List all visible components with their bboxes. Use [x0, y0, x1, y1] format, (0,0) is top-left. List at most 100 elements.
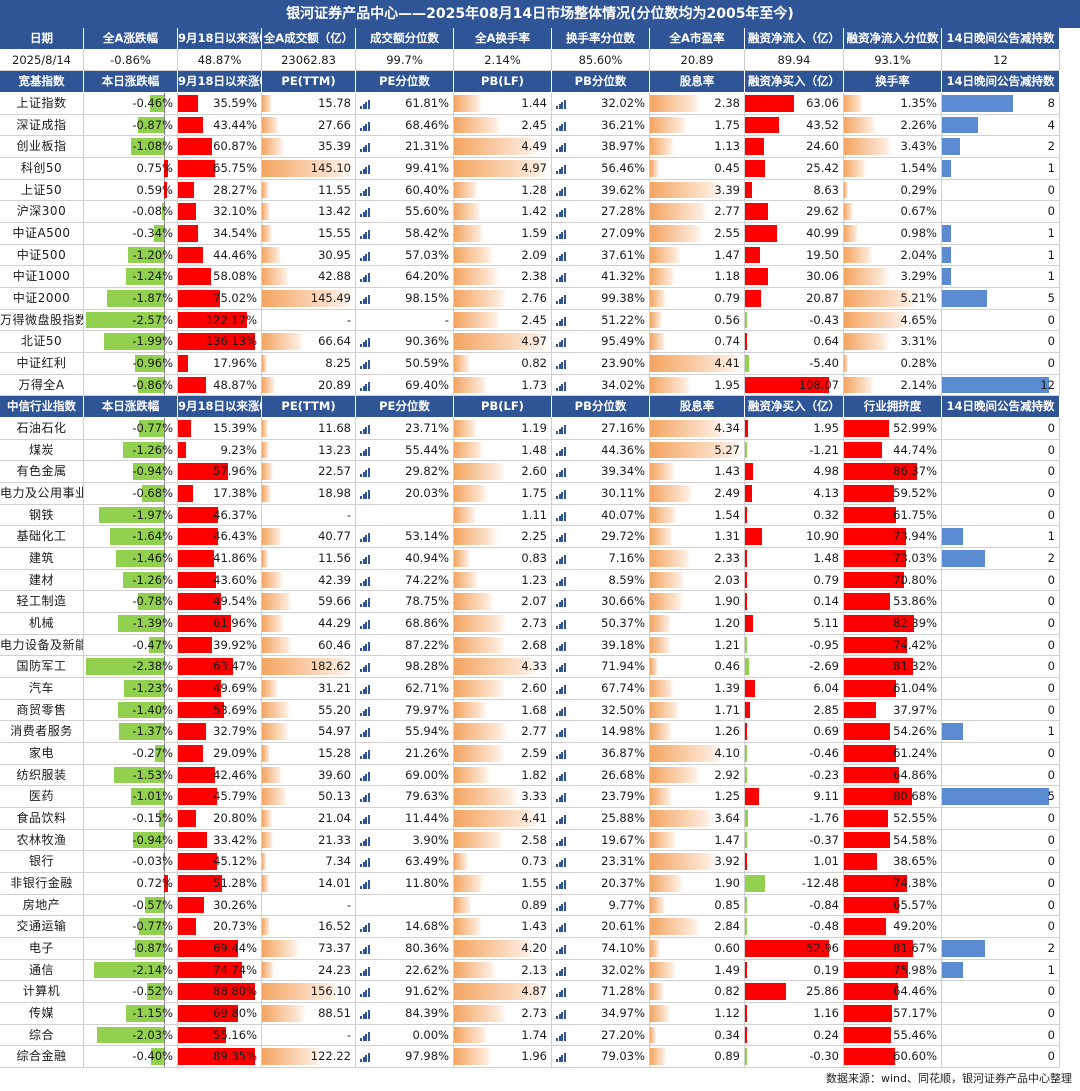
quartile-icon — [556, 685, 566, 695]
value-bar — [262, 268, 289, 286]
gain-bar — [178, 463, 228, 481]
broad-column-header: 融资净买入（亿） — [745, 71, 844, 93]
cell: 61.24% — [844, 743, 942, 765]
cell-value: 34.97% — [601, 1006, 645, 1021]
zero-axis — [164, 656, 165, 678]
quartile-icon — [360, 966, 370, 976]
turnover-bar — [844, 355, 848, 372]
value-bar — [454, 528, 498, 546]
sumval-row: 2025/8/14 -0.86% 48.87% 23062.83 99.7% 2.14% 8… — [0, 49, 1080, 72]
dividend-bar — [650, 788, 672, 806]
cell-value: 2.49 — [714, 486, 740, 501]
index-name: 基础化工 — [0, 526, 84, 549]
quartile-icon — [360, 143, 370, 153]
cell-value: 182.62 — [310, 659, 351, 674]
cell: 9.11 — [745, 786, 844, 809]
cell: 87.22% — [356, 634, 454, 657]
value-bar — [262, 788, 287, 806]
cell: 1.96 — [454, 1046, 552, 1069]
turnover-bar — [844, 333, 891, 351]
cell-value: 79.03% — [601, 1049, 645, 1064]
gain-bar — [178, 181, 194, 199]
cell-value: 0.60 — [714, 941, 740, 956]
cell: 7.16% — [552, 548, 650, 570]
quartile-icon — [360, 295, 370, 305]
cell: 27.16% — [552, 418, 650, 440]
value-bar — [262, 658, 353, 676]
cell-value: 69.00% — [405, 767, 449, 782]
cell: 17.38% — [178, 483, 262, 505]
cell: 10.90 — [745, 526, 844, 549]
cell: 2.03 — [650, 569, 745, 592]
cell-value: -1.21 — [809, 442, 839, 457]
cell-value: 1.49 — [714, 962, 740, 977]
cell-value: -1.46% — [132, 551, 173, 566]
cell: -0.78% — [84, 591, 178, 614]
cell: 8.25 — [262, 353, 356, 375]
cell-value: 0.67% — [900, 204, 937, 219]
cell: 46.43% — [178, 526, 262, 549]
dividend-bar — [650, 831, 676, 849]
negative-bar — [86, 311, 164, 329]
value-bar — [454, 225, 485, 242]
cell: 4.97 — [454, 158, 552, 180]
index-name: 建材 — [0, 569, 84, 592]
cell: -0.86% — [84, 374, 178, 397]
value-bar — [262, 810, 273, 827]
cell-value: 78.75% — [405, 594, 449, 609]
quartile-icon — [556, 165, 566, 175]
cell: 42.46% — [178, 764, 262, 787]
cell-value: 0.24 — [813, 1027, 839, 1042]
cell-value: 3.39 — [714, 182, 740, 197]
cell: 40.94% — [356, 548, 454, 570]
cell-value: 28.27% — [213, 182, 257, 197]
dividend-bar — [650, 853, 719, 871]
crowding-bar — [844, 940, 914, 957]
crowding-bar — [844, 528, 907, 546]
quartile-icon — [556, 425, 566, 435]
gain-bar — [178, 983, 255, 1001]
cell: 0.29% — [844, 179, 942, 202]
cell: 43.44% — [178, 114, 262, 137]
negative-bar — [99, 506, 164, 524]
cell-value: 42.88 — [318, 269, 351, 284]
cell: -0.94% — [84, 829, 178, 852]
cell-value: 13.23 — [318, 442, 351, 457]
cell: 39.92% — [178, 634, 262, 657]
cell-value: 1.23 — [521, 572, 547, 587]
cell-value: 27.09% — [601, 226, 645, 241]
index-name: 非银行金融 — [0, 873, 84, 895]
cell: 0.79 — [745, 569, 844, 592]
negative-bar — [135, 940, 164, 957]
crowding-bar — [844, 701, 877, 719]
cell-value: 44.29 — [318, 616, 351, 631]
industry-row: 综合金融 -0.40% 89.35% 122.22 97.98% 1.96 79.03% 0.… — [0, 1046, 1080, 1069]
broad-row: 深证成指 -0.87% 43.44% 27.66 68.46% 2.45 36.21% 1.7… — [0, 114, 1080, 137]
cell: 1.11 — [454, 504, 552, 527]
quartile-icon — [556, 511, 566, 521]
crowding-bar — [844, 1048, 896, 1066]
cell-value: 14.98% — [601, 724, 645, 739]
value-bar — [454, 1048, 493, 1066]
cell: -1.24% — [84, 266, 178, 289]
cell-value: 30.95 — [318, 247, 351, 262]
cell-value: 73.94% — [893, 529, 937, 544]
cell: 0 — [942, 483, 1060, 505]
cell: 2.38 — [454, 266, 552, 289]
cell: 48.87% — [178, 374, 262, 397]
cell-value: 23.79% — [601, 789, 645, 804]
industry-column-header: PE(TTM) — [262, 396, 356, 419]
industry-column-header: PE分位数 — [356, 396, 454, 419]
industry-row: 家电 -0.27% 29.09% 15.28 21.26% 2.59 36.87% 4.10 -… — [0, 743, 1080, 765]
net-buy-bar — [745, 701, 750, 719]
cell-value: 25.42 — [806, 161, 839, 176]
cell: -2.03% — [84, 1024, 178, 1047]
cell-value: 2 — [1047, 941, 1055, 956]
cell: 1.42 — [454, 201, 552, 224]
index-name: 中证2000 — [0, 288, 84, 310]
cell: 2.58 — [454, 829, 552, 852]
cell-value: -0.15% — [132, 811, 173, 826]
zero-axis — [164, 938, 165, 959]
cell-value: 45.12% — [213, 854, 257, 869]
dividend-bar — [650, 1048, 666, 1066]
